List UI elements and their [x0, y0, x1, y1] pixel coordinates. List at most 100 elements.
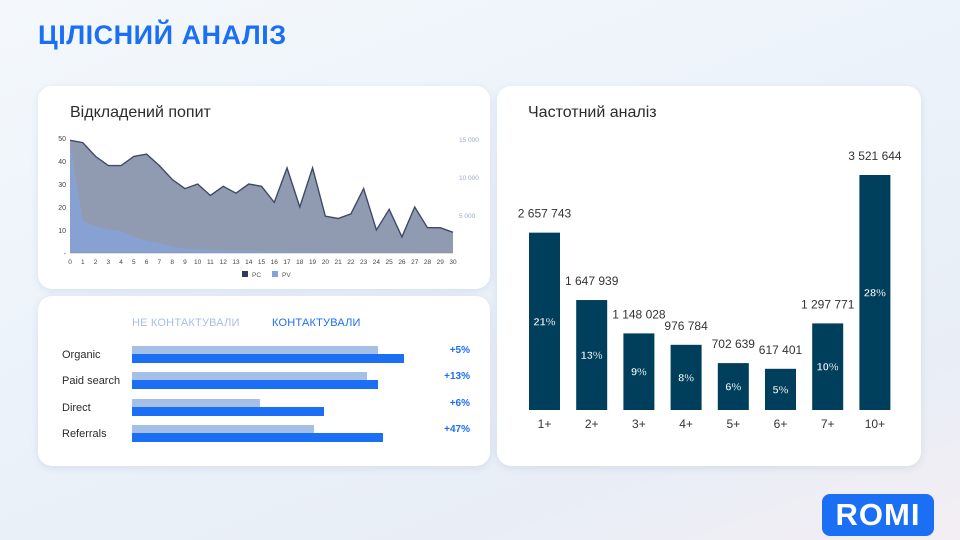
- frequency-card: Частотний аналіз 2 657 743 21% 1+ 1 647 939…: [497, 86, 921, 466]
- x-tick-label: 15: [258, 259, 266, 266]
- y-left-tick-label: 20: [58, 205, 66, 212]
- series-pv-area: [70, 142, 453, 253]
- frequency-category-label: 4+: [679, 417, 693, 431]
- x-tick-label: 7: [158, 259, 162, 266]
- frequency-category-label: 6+: [774, 417, 788, 431]
- frequency-value-label: 976 784: [664, 319, 708, 333]
- frequency-value-label: 702 639: [712, 337, 756, 351]
- y-left-tick-label: 10: [58, 228, 66, 235]
- y-left-tick-label: 30: [58, 182, 66, 189]
- x-tick-label: 25: [386, 259, 394, 266]
- frequency-category-label: 1+: [538, 417, 552, 431]
- romi-logo: ROMI: [822, 494, 934, 536]
- x-tick-label: 11: [207, 259, 214, 266]
- x-tick-label: 22: [347, 259, 355, 266]
- frequency-bar: [576, 300, 608, 410]
- x-tick-label: 13: [232, 259, 240, 266]
- legend-not-contacted: НЕ КОНТАКТУВАЛИ: [132, 317, 240, 329]
- x-tick-label: 4: [119, 259, 123, 266]
- frequency-percent-label: 8%: [678, 372, 694, 384]
- bar-not-contacted: [132, 372, 367, 380]
- x-tick-label: 23: [360, 259, 368, 266]
- x-tick-label: 17: [283, 259, 291, 266]
- y-left-tick-label: -: [64, 251, 67, 258]
- bar-not-contacted: [132, 399, 261, 407]
- frequency-title: Частотний аналіз: [528, 104, 657, 121]
- x-tick-label: 2: [94, 259, 98, 266]
- frequency-value-label: 617 401: [759, 343, 803, 357]
- frequency-bar: [529, 232, 560, 410]
- frequency-chart: 2 657 743 21% 1+ 1 647 939 13% 2+ 1 148 028 9% 3…: [518, 149, 902, 431]
- series-pc-area: [70, 140, 453, 253]
- x-tick-label: 21: [334, 259, 342, 266]
- x-tick-label: 8: [170, 259, 174, 266]
- x-tick-label: 14: [245, 259, 253, 266]
- frequency-percent-label: 13%: [581, 350, 603, 362]
- series-pc-line: [69, 139, 454, 239]
- frequency-bar: [859, 175, 891, 410]
- bar-contacted: [132, 380, 378, 389]
- frequency-value-label: 3 521 644: [848, 149, 902, 163]
- bar-not-contacted: [132, 425, 314, 433]
- frequency-percent-label: 28%: [864, 288, 886, 300]
- frequency-bar: [812, 323, 844, 410]
- y-left-tick-label: 50: [58, 136, 66, 143]
- y-right-tick-label: 15 000: [459, 137, 479, 144]
- y-left-tick-label: 40: [58, 159, 66, 166]
- deferred-demand-card: Відкладений попит -10 20 30 40 50 5 000 10 000…: [38, 86, 490, 289]
- y-right-tick-label: 5 000: [459, 213, 476, 220]
- x-tick-label: 24: [373, 259, 381, 266]
- frequency-category-label: 10+: [865, 417, 885, 431]
- x-tick-label: 5: [132, 259, 136, 266]
- frequency-bar: [623, 333, 655, 410]
- bar-contacted: [132, 407, 325, 416]
- channel-label: Referrals: [62, 428, 107, 440]
- frequency-percent-label: 21%: [533, 316, 555, 328]
- frequency-category-label: 3+: [632, 417, 646, 431]
- x-tick-label: 6: [145, 259, 149, 266]
- x-tick-label: 10: [194, 259, 202, 266]
- x-tick-label: 30: [449, 259, 457, 266]
- frequency-bar: [717, 363, 749, 410]
- channel-label: Direct: [62, 402, 91, 414]
- frequency-value-label: 1 647 939: [565, 274, 619, 288]
- deferred-demand-title: Відкладений попит: [70, 104, 211, 121]
- bar-contacted: [132, 354, 405, 363]
- x-tick-label: 26: [398, 259, 406, 266]
- frequency-percent-label: 6%: [725, 382, 741, 394]
- channel-label: Organic: [62, 349, 101, 361]
- frequency-category-label: 5+: [726, 417, 740, 431]
- frequency-percent-label: 9%: [631, 367, 647, 379]
- x-tick-label: 0: [68, 259, 72, 266]
- contact-comparison-card: НЕ КОНТАКТУВАЛИ КОНТАКТУВАЛИ Organic +5% P…: [38, 296, 490, 466]
- frequency-value-label: 1 297 771: [801, 297, 855, 311]
- frequency-value-label: 2 657 743: [518, 207, 572, 221]
- page-title: ЦІЛІСНИЙ АНАЛІЗ: [38, 20, 287, 50]
- legend-swatch-pc: [242, 271, 248, 277]
- legend-label-pc: PC: [252, 272, 261, 279]
- delta-label: +47%: [444, 424, 470, 435]
- x-tick-label: 18: [296, 259, 304, 266]
- y-right-tick-label: 10 000: [459, 175, 479, 182]
- bar-contacted: [132, 433, 383, 442]
- x-tick-label: 3: [106, 259, 110, 266]
- legend-contacted: КОНТАКТУВАЛИ: [272, 317, 361, 329]
- x-tick-label: 29: [437, 259, 445, 266]
- frequency-value-label: 1 148 028: [612, 307, 666, 321]
- delta-label: +5%: [449, 345, 470, 356]
- x-tick-label: 27: [411, 259, 419, 266]
- legend-swatch-pv: [272, 271, 278, 277]
- frequency-percent-label: 5%: [773, 384, 789, 396]
- x-tick-label: 16: [271, 259, 279, 266]
- legend-label-pv: PV: [282, 272, 291, 279]
- x-tick-label: 19: [309, 259, 317, 266]
- x-tick-label: 12: [220, 259, 228, 266]
- frequency-category-label: 7+: [821, 417, 835, 431]
- x-tick-label: 20: [322, 259, 330, 266]
- frequency-category-label: 2+: [585, 417, 599, 431]
- frequency-percent-label: 10%: [817, 362, 839, 374]
- bar-not-contacted: [132, 346, 378, 354]
- frequency-bar: [670, 344, 702, 410]
- x-tick-label: 1: [81, 259, 85, 266]
